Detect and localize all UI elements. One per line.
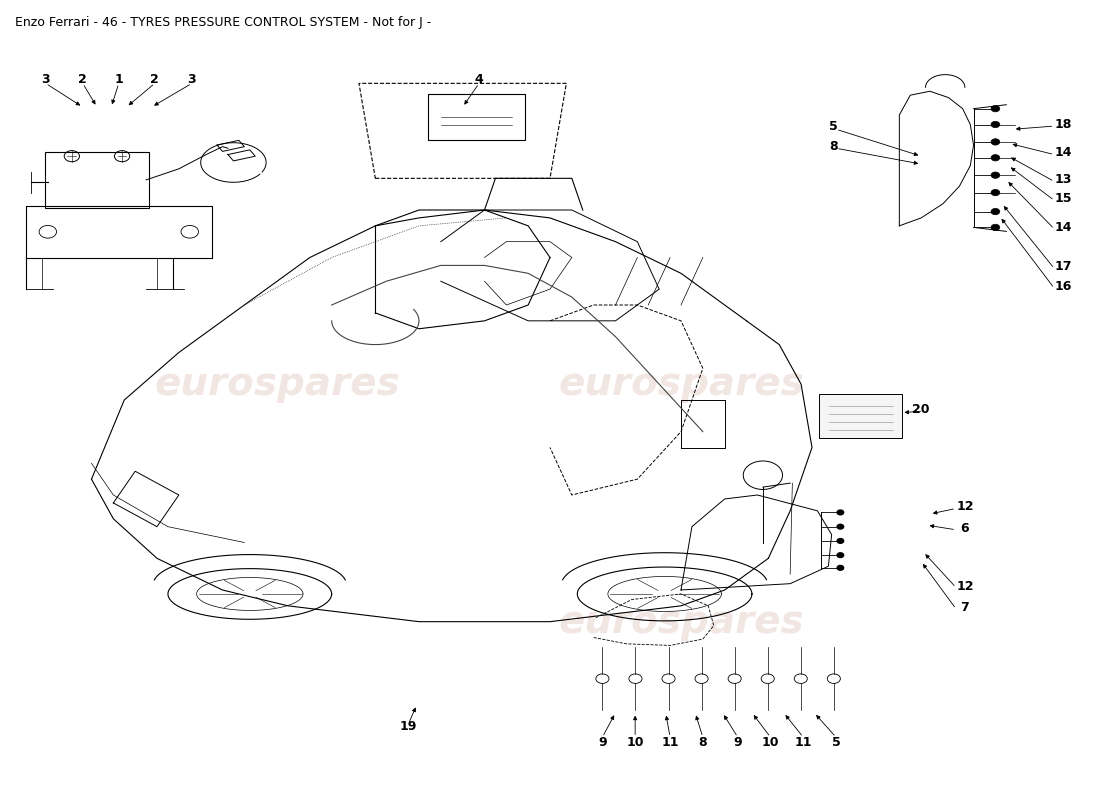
Text: 11: 11 (661, 735, 679, 749)
Text: eurospares: eurospares (558, 602, 804, 641)
Text: 6: 6 (960, 522, 969, 534)
Text: 12: 12 (956, 500, 974, 514)
Text: eurospares: eurospares (558, 365, 804, 403)
Circle shape (991, 122, 1000, 128)
Circle shape (991, 190, 1000, 196)
Text: 8: 8 (698, 735, 707, 749)
Text: 8: 8 (829, 140, 838, 153)
Text: 15: 15 (1054, 193, 1071, 206)
Circle shape (837, 553, 844, 558)
Text: 18: 18 (1055, 118, 1071, 131)
Circle shape (837, 566, 844, 570)
Circle shape (991, 138, 1000, 145)
Circle shape (837, 510, 844, 514)
Text: 9: 9 (598, 735, 607, 749)
Text: 14: 14 (1054, 221, 1071, 234)
Text: Enzo Ferrari - 46 - TYRES PRESSURE CONTROL SYSTEM - Not for J -: Enzo Ferrari - 46 - TYRES PRESSURE CONTR… (15, 16, 431, 29)
Text: 19: 19 (399, 720, 417, 733)
Circle shape (991, 106, 1000, 112)
Text: 9: 9 (734, 735, 742, 749)
Text: 4: 4 (475, 73, 483, 86)
Text: 2: 2 (151, 73, 160, 86)
Text: 14: 14 (1054, 146, 1071, 159)
Text: 5: 5 (832, 735, 840, 749)
Text: 3: 3 (42, 73, 50, 86)
Circle shape (837, 524, 844, 529)
Circle shape (991, 172, 1000, 178)
Circle shape (991, 224, 1000, 230)
Circle shape (837, 538, 844, 543)
Text: 17: 17 (1054, 261, 1071, 274)
Text: 7: 7 (960, 601, 969, 614)
FancyBboxPatch shape (818, 394, 902, 438)
Text: 16: 16 (1055, 280, 1071, 294)
Text: 1: 1 (114, 73, 123, 86)
Text: 12: 12 (956, 579, 974, 593)
Text: 11: 11 (794, 735, 812, 749)
Circle shape (991, 154, 1000, 161)
Text: 13: 13 (1055, 174, 1071, 186)
Text: 2: 2 (78, 73, 87, 86)
Text: 20: 20 (912, 403, 930, 416)
Text: 10: 10 (762, 735, 779, 749)
Text: 3: 3 (188, 73, 196, 86)
Text: 10: 10 (626, 735, 644, 749)
Text: eurospares: eurospares (154, 365, 400, 403)
Text: 5: 5 (829, 120, 838, 134)
Circle shape (991, 209, 1000, 214)
